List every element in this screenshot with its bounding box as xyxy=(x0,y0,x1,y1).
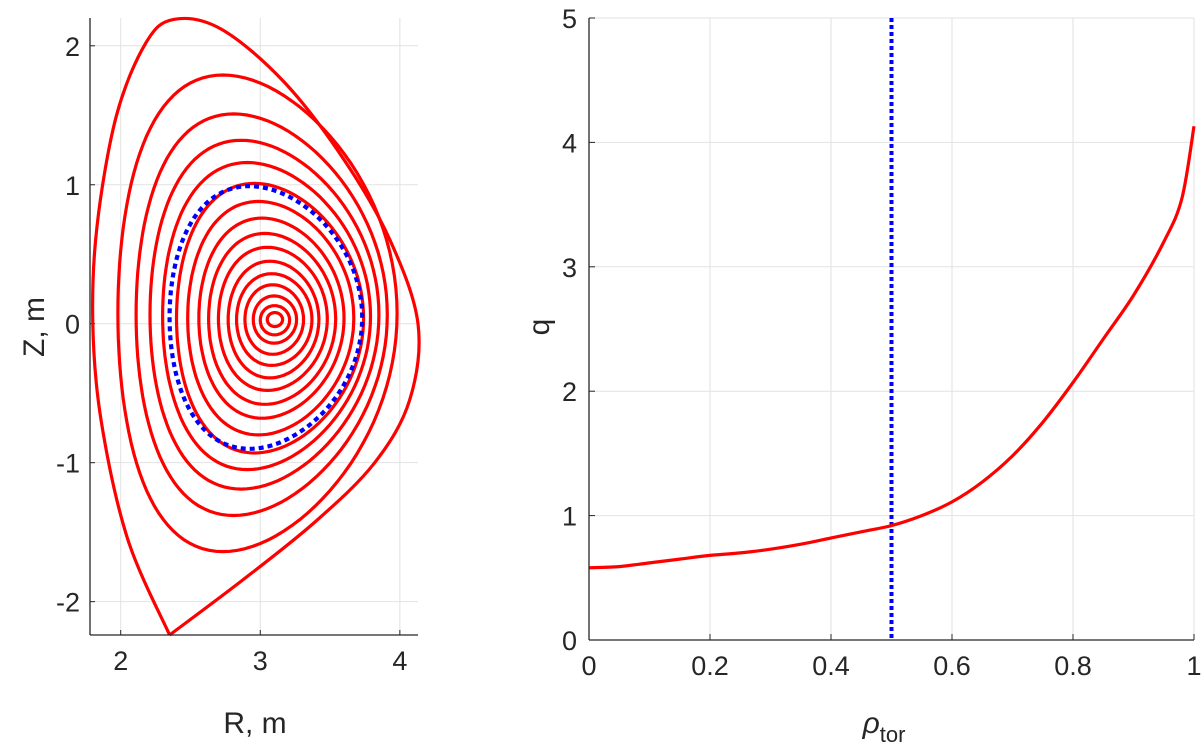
flux-surface-contour xyxy=(174,181,366,455)
flux-surface-contour xyxy=(197,216,346,420)
left-axes xyxy=(89,18,418,636)
flux-surface-contour xyxy=(226,259,321,380)
right-y-tick-label: 4 xyxy=(562,128,577,158)
flux-surface-contour xyxy=(134,112,389,518)
flux-surfaces-group xyxy=(116,73,399,554)
separatrix-curve xyxy=(90,16,421,637)
flux-surface-contour xyxy=(265,311,285,329)
right-y-tick-label: 1 xyxy=(562,502,577,532)
left-y-tick-label: -2 xyxy=(56,588,80,618)
left-x-tick-label: 4 xyxy=(392,646,407,676)
flux-surface-contour xyxy=(116,73,399,554)
left-y-tick-label: 0 xyxy=(65,310,80,340)
right-y-tick-label: 0 xyxy=(562,626,577,656)
right-y-tick-label: 2 xyxy=(562,377,577,407)
flux-surface-plot: 2 3 4 -2 -1 0 1 2 R, m Z, m xyxy=(18,16,421,740)
right-x-tick-label: 1 xyxy=(1186,651,1201,681)
right-axes xyxy=(588,18,1194,641)
flux-surface-contour xyxy=(186,199,356,437)
left-x-tick-label: 3 xyxy=(253,646,268,676)
right-y-tick-label: 5 xyxy=(562,4,577,34)
left-x-tick-label: 2 xyxy=(113,646,128,676)
right-x-tick-label: 0.4 xyxy=(812,651,850,681)
right-y-axis-label: q xyxy=(523,319,556,336)
right-y-tick-label: 3 xyxy=(562,253,577,283)
q-profile-line xyxy=(588,125,1196,570)
left-tick-labels: 2 3 4 -2 -1 0 1 2 xyxy=(56,32,407,676)
flux-surface-contour xyxy=(243,283,306,356)
right-x-axis-label: ρtor xyxy=(862,707,906,743)
flux-surface-contour xyxy=(216,245,329,393)
right-x-tick-label: 0.6 xyxy=(933,651,971,681)
right-tick-labels: 0 0.2 0.4 0.6 0.8 1 0 1 2 3 4 5 xyxy=(562,4,1201,681)
left-x-axis-label: R, m xyxy=(223,707,286,740)
flux-surface-contour xyxy=(148,138,381,491)
rho-subscript: tor xyxy=(880,722,906,743)
flux-surface-contour xyxy=(235,272,314,368)
q1-surface-group xyxy=(167,183,365,451)
flux-surface-contour xyxy=(206,231,338,406)
left-y-tick-label: 1 xyxy=(65,171,80,201)
flux-surface-contour xyxy=(160,160,373,472)
separatrix-group xyxy=(90,16,421,637)
flux-surface-contour xyxy=(258,304,292,337)
rho-symbol: ρ xyxy=(862,707,880,740)
right-x-tick-label: 0 xyxy=(581,651,596,681)
q1-surface-contour xyxy=(167,183,365,451)
left-y-tick-label: 2 xyxy=(65,32,80,62)
left-y-axis-label: Z, m xyxy=(18,297,51,357)
flux-surface-contour xyxy=(251,294,299,345)
q-series-group xyxy=(588,125,1196,570)
right-x-tick-label: 0.2 xyxy=(691,651,729,681)
right-x-tick-label: 0.8 xyxy=(1054,651,1092,681)
q-profile-plot: 0 0.2 0.4 0.6 0.8 1 0 1 2 3 4 5 ρtor q xyxy=(523,4,1201,743)
left-y-tick-label: -1 xyxy=(56,449,80,479)
